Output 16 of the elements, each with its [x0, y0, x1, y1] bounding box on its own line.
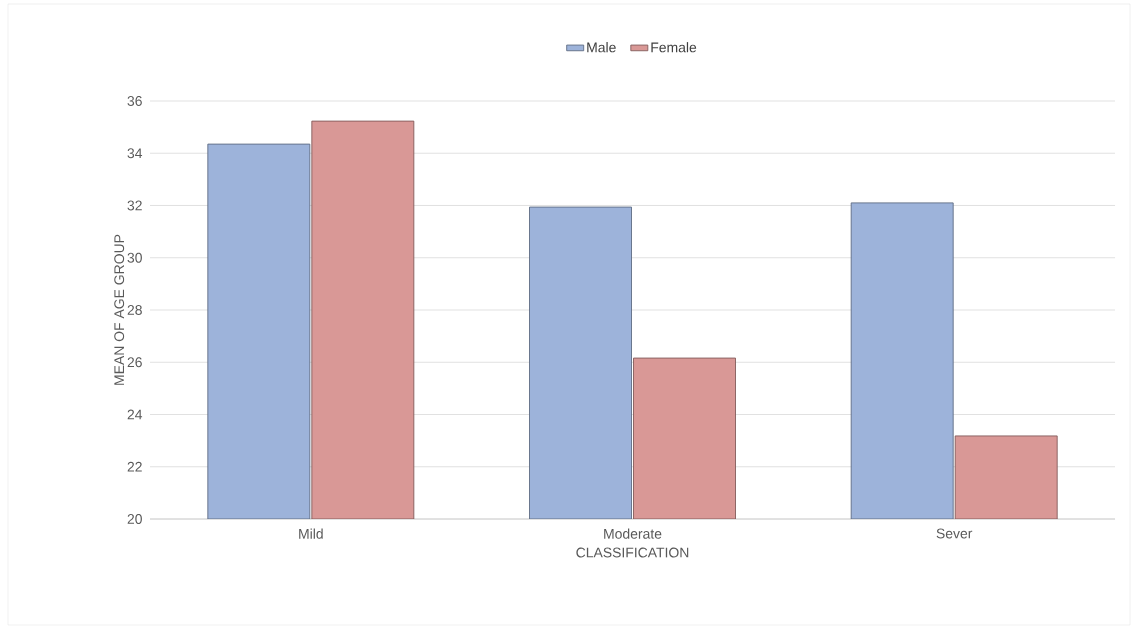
x-tick-label: Mild	[299, 528, 323, 539]
x-axis-title: CLASSIFICATION	[576, 547, 689, 558]
x-tick-label: Sever	[936, 528, 973, 539]
y-tick-label: 24	[127, 409, 143, 420]
y-tick-label: 34	[127, 148, 143, 159]
x-tick-label: Moderate	[604, 528, 662, 539]
y-tick-label: 32	[127, 200, 142, 211]
y-tick-label: 30	[127, 252, 142, 263]
y-tick-label: 28	[127, 305, 142, 315]
y-tick-label: 20	[127, 514, 142, 524]
y-tick-label: 22	[127, 461, 142, 472]
legend-label: Male	[587, 42, 616, 53]
y-axis-title: MEAN OF AGE GROUP	[114, 234, 125, 385]
y-tick-label: 36	[127, 96, 142, 106]
y-tick-label: 26	[127, 357, 142, 368]
legend-label: Female	[651, 42, 697, 53]
